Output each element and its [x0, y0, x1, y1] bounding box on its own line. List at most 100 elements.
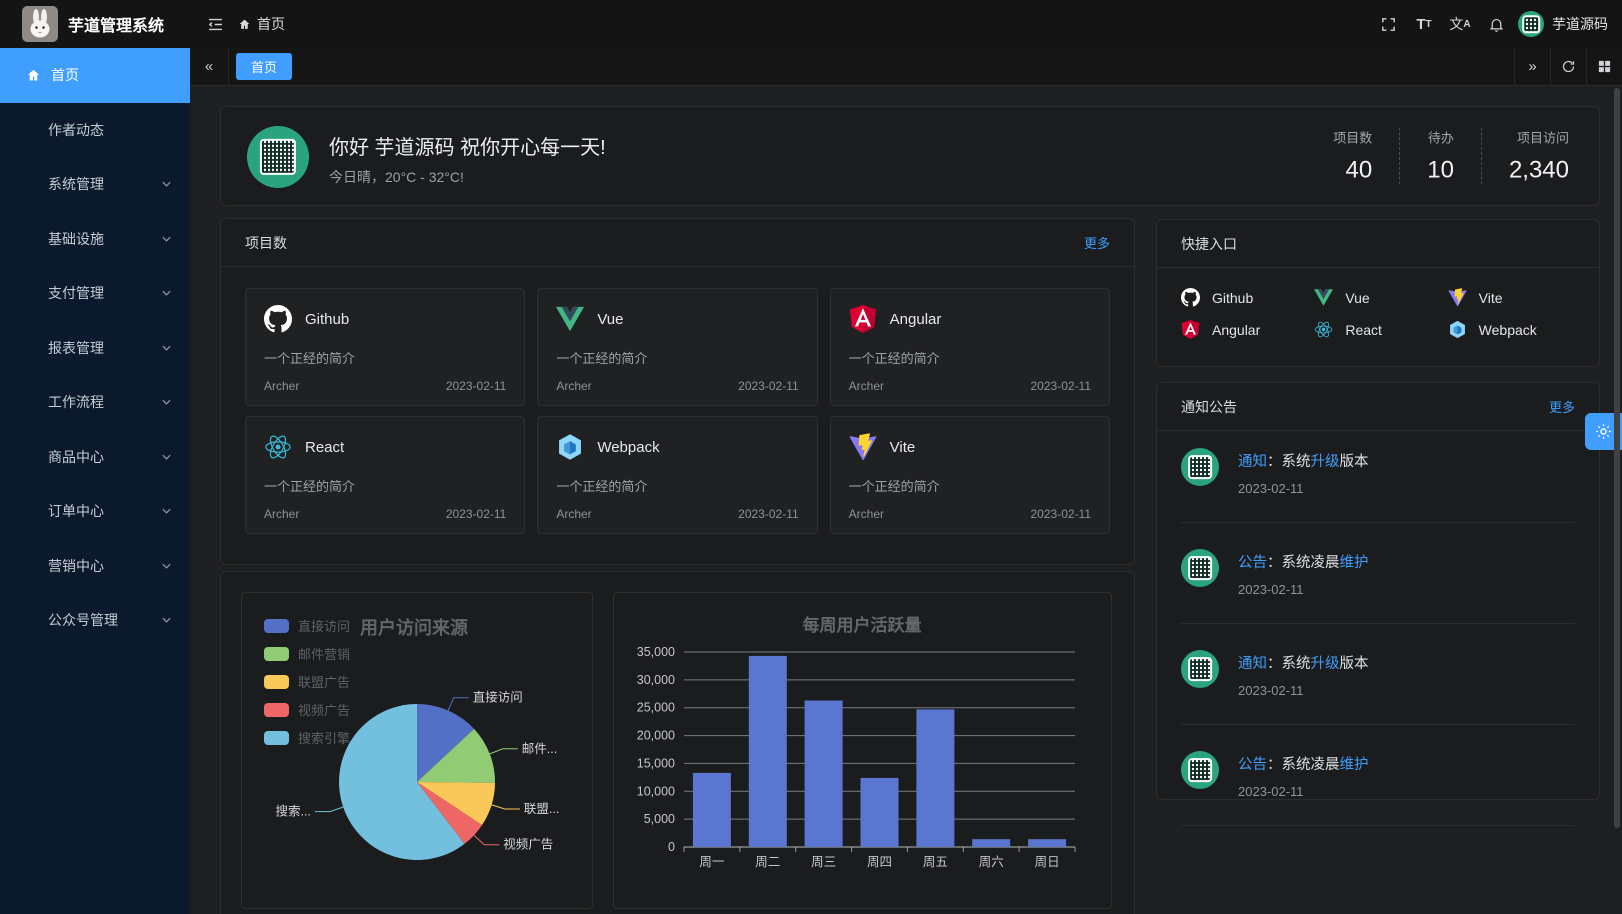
chevron-down-icon	[161, 560, 172, 571]
sidebar-item-1[interactable]: 作者动态	[0, 103, 190, 158]
projects-grid: Github 一个正经的简介 Archer 2023-02-11 Vue 一个正经的简介 A…	[221, 267, 1134, 555]
greeting-title: 你好 芋道源码 祝你开心每一天!	[329, 137, 606, 159]
svg-text:周一: 周一	[699, 855, 724, 869]
tags-view-bar: « 首页 »	[190, 48, 1622, 86]
projects-more-link[interactable]: 更多	[1083, 236, 1110, 251]
notice-avatar	[1181, 650, 1219, 688]
sidebar-item-label: 报表管理	[48, 339, 104, 356]
project-date: 2023-02-11	[445, 507, 507, 521]
project-author: Archer	[264, 507, 300, 521]
project-author: Archer	[848, 507, 884, 521]
svg-text:视频广告: 视频广告	[503, 837, 553, 852]
sidebar-item-9[interactable]: 营销中心	[0, 539, 190, 594]
breadcrumb-item: 首页	[257, 16, 285, 32]
sidebar-item-6[interactable]: 工作流程	[0, 375, 190, 430]
sidebar-item-0[interactable]: 首页	[0, 48, 190, 103]
svg-text:周三: 周三	[811, 855, 836, 869]
sidebar-item-label: 作者动态	[48, 121, 104, 138]
react-icon	[264, 433, 292, 461]
shortcut-vue[interactable]: Vue	[1314, 288, 1441, 307]
shortcut-label: Github	[1212, 289, 1254, 306]
sidebar-item-8[interactable]: 订单中心	[0, 484, 190, 539]
svg-text:周二: 周二	[755, 855, 780, 869]
project-name: Webpack	[597, 438, 660, 456]
tabs-actions: »	[1514, 48, 1622, 85]
project-card-github[interactable]: Github 一个正经的简介 Archer 2023-02-11	[245, 288, 526, 406]
user-menu[interactable]: 芋道源码	[1518, 11, 1608, 37]
user-name: 芋道源码	[1552, 16, 1608, 32]
legend-label: 联盟广告	[298, 675, 351, 690]
legend-swatch	[264, 730, 289, 745]
sidebar-item-4[interactable]: 支付管理	[0, 266, 190, 321]
legend-item-4[interactable]: 搜索引擎	[264, 728, 350, 747]
webpack-icon	[556, 433, 584, 461]
greeting-card: 你好 芋道源码 祝你开心每一天! 今日晴，20°C - 32°C! 项目数 40…	[220, 106, 1600, 206]
project-desc: 一个正经的简介	[556, 351, 648, 366]
sidebar-fold-icon[interactable]	[198, 0, 232, 48]
shortcut-label: Vue	[1345, 289, 1370, 306]
legend-item-2[interactable]: 联盟广告	[264, 672, 350, 691]
shortcut-label: React	[1345, 321, 1382, 338]
chevron-down-icon	[161, 179, 172, 190]
legend-item-3[interactable]: 视频广告	[264, 700, 350, 719]
sidebar-item-7[interactable]: 商品中心	[0, 430, 190, 485]
project-name: Vue	[597, 310, 624, 328]
svg-text:联盟...: 联盟...	[524, 802, 559, 816]
svg-text:周六: 周六	[979, 855, 1004, 869]
legend-item-0[interactable]: 直接访问	[264, 616, 350, 635]
svg-text:每周用户活跃量: 每周用户活跃量	[803, 615, 922, 635]
refresh-icon[interactable]	[1550, 48, 1586, 85]
notice-item-1: 公告：系统凌晨维护 2023-02-11	[1181, 523, 1575, 624]
project-card-react[interactable]: React 一个正经的简介 Archer 2023-02-11	[245, 416, 526, 534]
notices-more-link[interactable]: 更多	[1548, 400, 1575, 415]
svg-text:25,000: 25,000	[637, 701, 675, 715]
project-author: Archer	[848, 379, 884, 393]
fullscreen-icon[interactable]	[1370, 0, 1406, 48]
notice-title[interactable]: 公告：系统凌晨维护	[1238, 555, 1369, 571]
sidebar-item-2[interactable]: 系统管理	[0, 157, 190, 212]
breadcrumb[interactable]: 首页	[238, 0, 285, 48]
brand[interactable]: 芋道管理系统	[0, 0, 190, 48]
sidebar-item-10[interactable]: 公众号管理	[0, 593, 190, 648]
project-author: Archer	[556, 379, 592, 393]
project-card-angular[interactable]: Angular 一个正经的简介 Archer 2023-02-11	[829, 288, 1110, 406]
tabs-scroll-right-icon[interactable]: »	[1514, 48, 1550, 85]
legend-item-1[interactable]: 邮件营销	[264, 644, 350, 663]
tabs-scroll-left-icon[interactable]: «	[190, 48, 229, 85]
svg-text:15,000: 15,000	[637, 756, 675, 770]
shortcuts-panel-header: 快捷入口	[1157, 220, 1599, 268]
tab-home[interactable]: 首页	[236, 53, 293, 80]
sidebar-item-3[interactable]: 基础设施	[0, 212, 190, 267]
notice-title[interactable]: 通知：系统升级版本	[1238, 454, 1369, 470]
notice-title[interactable]: 公告：系统凌晨维护	[1238, 757, 1369, 773]
sidebar: 首页作者动态系统管理 基础设施支付管理报表管理工作流程商品中心 订单中心营销中心公众…	[0, 48, 190, 914]
project-date: 2023-02-11	[445, 379, 507, 393]
github-icon	[264, 305, 292, 333]
vite-icon	[1448, 288, 1467, 307]
project-card-vue[interactable]: Vue 一个正经的简介 Archer 2023-02-11	[537, 288, 818, 406]
shortcut-react[interactable]: React	[1314, 320, 1441, 339]
shortcuts-panel-title: 快捷入口	[1181, 235, 1237, 252]
greeting-subtitle: 今日晴，20°C - 32°C!	[329, 169, 464, 185]
project-date: 2023-02-11	[738, 507, 799, 521]
shortcut-vite[interactable]: Vite	[1448, 288, 1575, 307]
project-desc: 一个正经的简介	[556, 479, 648, 494]
bell-icon[interactable]	[1478, 0, 1514, 48]
notice-title[interactable]: 通知：系统升级版本	[1238, 656, 1369, 672]
tabs-menu-grid-icon[interactable]	[1586, 48, 1622, 85]
sidebar-item-label: 营销中心	[48, 557, 104, 574]
project-card-webpack[interactable]: Webpack 一个正经的简介 Archer 2023-02-11	[537, 416, 818, 534]
sidebar-item-label: 工作流程	[48, 394, 104, 411]
shortcut-angular[interactable]: Angular	[1181, 320, 1308, 339]
shortcut-webpack[interactable]: Webpack	[1448, 320, 1575, 339]
chevron-down-icon	[161, 288, 172, 299]
page-scrollbar[interactable]	[1614, 88, 1620, 828]
project-card-vite[interactable]: Vite 一个正经的简介 Archer 2023-02-11	[829, 416, 1110, 534]
sidebar-item-5[interactable]: 报表管理	[0, 321, 190, 376]
shortcut-github[interactable]: Github	[1181, 288, 1308, 307]
notice-avatar	[1181, 549, 1219, 587]
sidebar-item-label: 支付管理	[48, 285, 104, 302]
